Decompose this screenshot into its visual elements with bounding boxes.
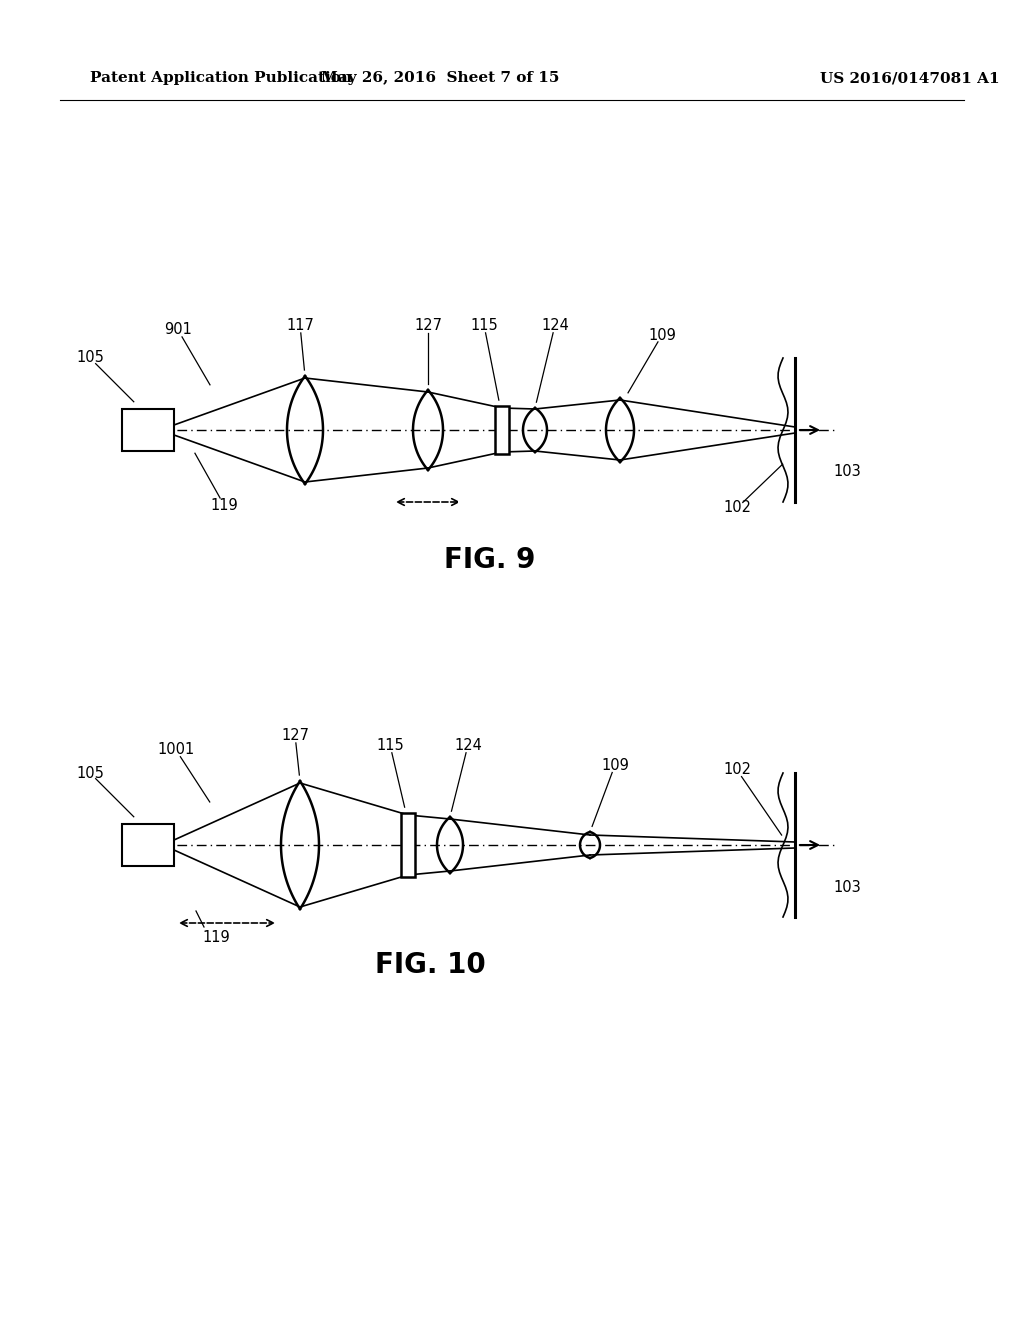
Text: FIG. 10: FIG. 10 [375, 950, 485, 979]
Text: Patent Application Publication: Patent Application Publication [90, 71, 352, 84]
Text: 1001: 1001 [158, 742, 195, 758]
Text: 124: 124 [541, 318, 569, 333]
Text: 901: 901 [164, 322, 191, 338]
Text: May 26, 2016  Sheet 7 of 15: May 26, 2016 Sheet 7 of 15 [321, 71, 559, 84]
Text: 105: 105 [76, 351, 104, 366]
Text: 117: 117 [286, 318, 314, 333]
Text: 105: 105 [76, 766, 104, 780]
Bar [122, 409, 174, 451]
Text: 109: 109 [601, 758, 629, 772]
Text: 127: 127 [281, 727, 309, 742]
Text: 119: 119 [210, 498, 238, 512]
Text: 115: 115 [470, 318, 498, 333]
Text: 127: 127 [414, 318, 442, 333]
Text: 124: 124 [454, 738, 482, 752]
Text: 102: 102 [723, 763, 751, 777]
Text: 103: 103 [833, 465, 861, 479]
Bar [495, 407, 509, 454]
Bar [122, 824, 174, 866]
Text: 103: 103 [833, 879, 861, 895]
Text: US 2016/0147081 A1: US 2016/0147081 A1 [820, 71, 999, 84]
Bar [401, 813, 415, 876]
Text: 115: 115 [376, 738, 403, 752]
Text: FIG. 9: FIG. 9 [444, 546, 536, 574]
Text: 119: 119 [202, 931, 229, 945]
Text: 109: 109 [648, 327, 676, 342]
Text: 102: 102 [723, 500, 751, 516]
